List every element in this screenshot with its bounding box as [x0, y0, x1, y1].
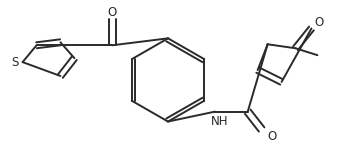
- Text: O: O: [108, 6, 117, 19]
- Text: S: S: [11, 56, 18, 69]
- Text: NH: NH: [211, 115, 229, 128]
- Text: O: O: [315, 16, 324, 29]
- Text: O: O: [267, 130, 276, 143]
